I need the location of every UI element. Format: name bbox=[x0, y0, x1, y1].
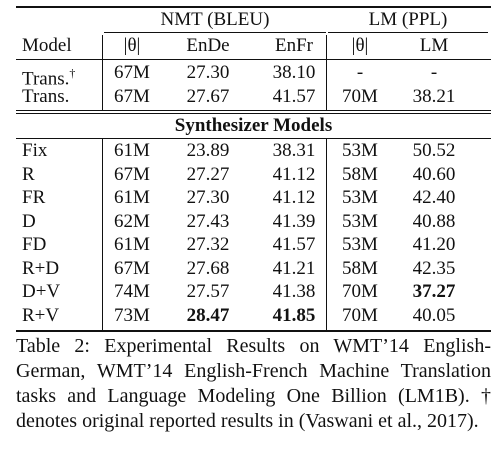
synth-7-enfr: 41.85 bbox=[272, 304, 316, 326]
synth-5-enfr: 41.21 bbox=[272, 257, 316, 279]
synth-4-model: FD bbox=[22, 234, 47, 255]
col-header-enfr: EnFr bbox=[275, 35, 313, 56]
vertical-rule-0-top bbox=[102, 35, 103, 110]
section-rule-top-a bbox=[16, 110, 491, 111]
synth-6-model: D+V bbox=[22, 281, 61, 302]
synth-7-params-lm: 70M bbox=[342, 304, 378, 326]
section-rule-top-b bbox=[16, 113, 491, 114]
group-header-nmt: NMT (BLEU) bbox=[160, 9, 270, 30]
synth-5-params-nmt: 67M bbox=[114, 257, 150, 279]
synth-2-params-lm: 53M bbox=[342, 187, 378, 208]
synth-0-model: Fix bbox=[22, 140, 48, 161]
col-header-params-lm: |θ| bbox=[351, 35, 369, 56]
baseline-1-params-nmt: 67M bbox=[114, 85, 150, 107]
baseline-0-model: Trans.† bbox=[22, 66, 76, 90]
synth-7-ende: 28.47 bbox=[186, 304, 230, 326]
synth-3-model: D bbox=[22, 210, 36, 232]
baseline-0-ende: 27.30 bbox=[186, 62, 230, 83]
synth-5-lm: 42.35 bbox=[412, 257, 456, 279]
synth-6-lm: 37.27 bbox=[412, 281, 456, 302]
synth-3-params-nmt: 62M bbox=[114, 210, 150, 232]
col-header-model: Model bbox=[22, 35, 72, 56]
synth-5-model: R+D bbox=[22, 257, 60, 279]
baseline-0-params-lm: - bbox=[356, 62, 364, 83]
synth-0-params-lm: 53M bbox=[342, 140, 378, 161]
lm-group-underline bbox=[328, 32, 488, 33]
header-rule bbox=[16, 59, 491, 60]
synth-2-model: FR bbox=[22, 187, 46, 208]
synth-4-lm: 41.20 bbox=[412, 234, 456, 255]
table-caption: Table 2: Experimental Results on WMT’14 … bbox=[16, 335, 491, 432]
baseline-1-lm: 38.21 bbox=[412, 85, 456, 107]
synth-4-params-nmt: 61M bbox=[114, 234, 150, 255]
baseline-1-ende: 27.67 bbox=[186, 85, 230, 107]
synth-3-ende: 27.43 bbox=[186, 210, 230, 232]
synth-6-params-nmt: 74M bbox=[114, 281, 150, 302]
synth-1-ende: 27.27 bbox=[186, 163, 230, 185]
synth-5-ende: 27.68 bbox=[186, 257, 230, 279]
section-title: Synthesizer Models bbox=[174, 115, 333, 136]
nmt-group-underline bbox=[104, 32, 326, 33]
synth-6-enfr: 41.38 bbox=[272, 281, 316, 302]
synth-5-params-lm: 58M bbox=[342, 257, 378, 279]
synth-7-lm: 40.05 bbox=[412, 304, 456, 326]
synth-1-lm: 40.60 bbox=[412, 163, 456, 185]
vertical-rule-1-top bbox=[326, 35, 327, 110]
table-bottom-rule bbox=[16, 330, 491, 332]
synth-3-enfr: 41.39 bbox=[272, 210, 316, 232]
synth-4-ende: 27.32 bbox=[186, 234, 230, 255]
col-header-ende: EnDe bbox=[186, 35, 230, 56]
synth-1-model: R bbox=[22, 163, 35, 185]
synth-6-ende: 27.57 bbox=[186, 281, 230, 302]
synth-0-enfr: 38.31 bbox=[272, 140, 316, 161]
group-header-lm: LM (PPL) bbox=[368, 9, 448, 30]
baseline-1-enfr: 41.57 bbox=[272, 85, 316, 107]
synth-7-model: R+V bbox=[22, 304, 60, 326]
dagger-mark: † bbox=[69, 66, 76, 80]
baseline-1-model: Trans. bbox=[22, 85, 70, 107]
col-header-params-nmt: |θ| bbox=[123, 35, 141, 56]
synth-3-lm: 40.88 bbox=[412, 210, 456, 232]
baseline-0-enfr: 38.10 bbox=[272, 62, 316, 83]
synth-4-params-lm: 53M bbox=[342, 234, 378, 255]
baseline-1-params-lm: 70M bbox=[342, 85, 378, 107]
vertical-rule-1-bottom bbox=[326, 139, 327, 330]
synth-1-params-lm: 58M bbox=[342, 163, 378, 185]
synth-2-lm: 42.40 bbox=[412, 187, 456, 208]
baseline-0-lm: - bbox=[430, 62, 438, 83]
synth-0-ende: 23.89 bbox=[186, 140, 230, 161]
synth-1-enfr: 41.12 bbox=[272, 163, 316, 185]
synth-1-params-nmt: 67M bbox=[114, 163, 150, 185]
synth-0-params-nmt: 61M bbox=[114, 140, 150, 161]
vertical-rule-0-bottom bbox=[102, 139, 103, 330]
baseline-0-params-nmt: 67M bbox=[114, 62, 150, 83]
synth-6-params-lm: 70M bbox=[342, 281, 378, 302]
synth-4-enfr: 41.57 bbox=[272, 234, 316, 255]
synth-2-enfr: 41.12 bbox=[272, 187, 316, 208]
synth-2-ende: 27.30 bbox=[186, 187, 230, 208]
col-header-lm: LM bbox=[419, 35, 449, 56]
table-top-rule bbox=[16, 6, 491, 8]
synth-3-params-lm: 53M bbox=[342, 210, 378, 232]
results-table: NMT (BLEU) LM (PPL) Model |θ| EnDe EnFr |θ| LM T… bbox=[16, 6, 491, 332]
synth-0-lm: 50.52 bbox=[412, 140, 456, 161]
synth-7-params-nmt: 73M bbox=[114, 304, 150, 326]
section-rule-bottom bbox=[16, 138, 491, 139]
synth-2-params-nmt: 61M bbox=[114, 187, 150, 208]
